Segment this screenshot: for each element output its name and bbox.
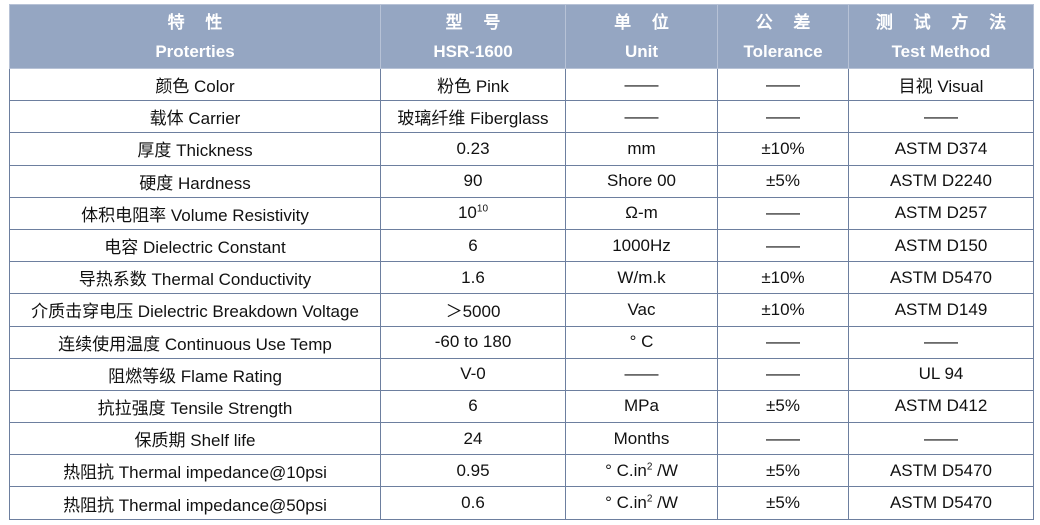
table-row: 电容 Dielectric Constant 6 1000Hz —— ASTM D150	[9, 228, 1034, 263]
cell-property: 抗拉强度 Tensile Strength	[9, 389, 381, 424]
table-row: 载体 Carrier 玻璃纤维 Fiberglass —— —— ——	[9, 100, 1034, 134]
cell-tolerance: ——	[717, 67, 849, 102]
cell-unit: Vac	[565, 293, 718, 327]
cell-test-method: ——	[848, 422, 1034, 456]
header-row: 特 性 Proterties 型 号 HSR-1600 单 位 Unit 公 差 Tol…	[9, 4, 1034, 69]
cell-property: 颜色 Color	[9, 67, 381, 102]
table-row: 介质击穿电压 Dielectric Breakdown Voltage ＞5000…	[9, 293, 1034, 327]
cell-value: 24	[380, 422, 566, 456]
table-row: 体积电阻率 Volume Resistivity 1010 Ω-m —— ASTM D2…	[9, 196, 1034, 230]
cell-property: 硬度 Hardness	[9, 164, 381, 198]
cell-unit: 1000Hz	[565, 228, 718, 263]
cell-tolerance: ——	[717, 196, 849, 230]
header-test-method: 测 试 方 法 Test Method	[848, 4, 1034, 69]
table-body: 颜色 Color 粉色 Pink —— —— 目视 Visual 载体 Carrier 玻璃…	[9, 67, 1034, 520]
table-row: 导热系数 Thermal Conductivity 1.6 W/m.k ±10% AST…	[9, 261, 1034, 295]
cell-unit: MPa	[565, 389, 718, 424]
table-row: 热阻抗 Thermal impedance@50psi 0.6 ° C.in2 /W…	[9, 486, 1034, 520]
cell-test-method: ASTM D412	[848, 389, 1034, 424]
cell-test-method: ASTM D5470	[848, 486, 1034, 520]
cell-value: 0.23	[380, 132, 566, 166]
cell-test-method: ——	[848, 100, 1034, 134]
table-row: 颜色 Color 粉色 Pink —— —— 目视 Visual	[9, 67, 1034, 102]
cell-unit: Ω-m	[565, 196, 718, 230]
cell-property: 体积电阻率 Volume Resistivity	[9, 196, 381, 230]
cell-property: 载体 Carrier	[9, 100, 381, 134]
table-row: 保质期 Shelf life 24 Months —— ——	[9, 422, 1034, 456]
cell-unit: ——	[565, 357, 718, 391]
cell-test-method: UL 94	[848, 357, 1034, 391]
cell-tolerance: ——	[717, 100, 849, 134]
cell-unit: ——	[565, 67, 718, 102]
cell-value: -60 to 180	[380, 325, 566, 359]
cell-tolerance: ±5%	[717, 454, 849, 488]
cell-unit: ° C.in2 /W	[565, 454, 718, 488]
cell-value: ＞5000	[380, 293, 566, 327]
cell-value: 1010	[380, 196, 566, 230]
table-row: 厚度 Thickness 0.23 mm ±10% ASTM D374	[9, 132, 1034, 166]
cell-tolerance: ±5%	[717, 389, 849, 424]
cell-test-method: ASTM D150	[848, 228, 1034, 263]
spec-sheet: 特 性 Proterties 型 号 HSR-1600 单 位 Unit 公 差 Tol…	[9, 4, 1034, 520]
cell-tolerance: ——	[717, 325, 849, 359]
cell-property: 电容 Dielectric Constant	[9, 228, 381, 263]
cell-tolerance: ——	[717, 422, 849, 456]
cell-value: 0.95	[380, 454, 566, 488]
cell-value: V-0	[380, 357, 566, 391]
cell-value: 玻璃纤维 Fiberglass	[380, 100, 566, 134]
cell-property: 介质击穿电压 Dielectric Breakdown Voltage	[9, 293, 381, 327]
cell-test-method: ASTM D257	[848, 196, 1034, 230]
cell-tolerance: ±5%	[717, 164, 849, 198]
header-model: 型 号 HSR-1600	[380, 4, 566, 69]
cell-test-method: ——	[848, 325, 1034, 359]
cell-tolerance: ±10%	[717, 261, 849, 295]
cell-property: 导热系数 Thermal Conductivity	[9, 261, 381, 295]
cell-property: 热阻抗 Thermal impedance@10psi	[9, 454, 381, 488]
cell-unit: Shore 00	[565, 164, 718, 198]
cell-test-method: ASTM D2240	[848, 164, 1034, 198]
table-row: 连续使用温度 Continuous Use Temp -60 to 180 ° C —…	[9, 325, 1034, 359]
cell-value: 6	[380, 389, 566, 424]
cell-test-method: ASTM D149	[848, 293, 1034, 327]
cell-property: 厚度 Thickness	[9, 132, 381, 166]
cell-test-method: 目视 Visual	[848, 67, 1034, 102]
cell-test-method: ASTM D5470	[848, 261, 1034, 295]
header-unit: 单 位 Unit	[565, 4, 718, 69]
properties-table: 特 性 Proterties 型 号 HSR-1600 单 位 Unit 公 差 Tol…	[9, 4, 1034, 520]
cell-property: 连续使用温度 Continuous Use Temp	[9, 325, 381, 359]
cell-unit: Months	[565, 422, 718, 456]
table-row: 硬度 Hardness 90 Shore 00 ±5% ASTM D2240	[9, 164, 1034, 198]
cell-tolerance: ±5%	[717, 486, 849, 520]
cell-property: 阻燃等级 Flame Rating	[9, 357, 381, 391]
cell-unit: ° C.in2 /W	[565, 486, 718, 520]
cell-tolerance: ±10%	[717, 293, 849, 327]
table-row: 热阻抗 Thermal impedance@10psi 0.95 ° C.in2 /…	[9, 454, 1034, 488]
cell-unit: mm	[565, 132, 718, 166]
cell-unit: ° C	[565, 325, 718, 359]
table-row: 抗拉强度 Tensile Strength 6 MPa ±5% ASTM D412	[9, 389, 1034, 424]
cell-value: 粉色 Pink	[380, 67, 566, 102]
cell-test-method: ASTM D374	[848, 132, 1034, 166]
header-tolerance: 公 差 Tolerance	[717, 4, 849, 69]
cell-unit: W/m.k	[565, 261, 718, 295]
header-properties: 特 性 Proterties	[9, 4, 381, 69]
cell-tolerance: ——	[717, 357, 849, 391]
cell-property: 热阻抗 Thermal impedance@50psi	[9, 486, 381, 520]
cell-unit: ——	[565, 100, 718, 134]
cell-tolerance: ±10%	[717, 132, 849, 166]
cell-property: 保质期 Shelf life	[9, 422, 381, 456]
cell-value: 6	[380, 228, 566, 263]
cell-test-method: ASTM D5470	[848, 454, 1034, 488]
table-row: 阻燃等级 Flame Rating V-0 —— —— UL 94	[9, 357, 1034, 391]
cell-value: 0.6	[380, 486, 566, 520]
cell-value: 90	[380, 164, 566, 198]
cell-value: 1.6	[380, 261, 566, 295]
cell-tolerance: ——	[717, 228, 849, 263]
